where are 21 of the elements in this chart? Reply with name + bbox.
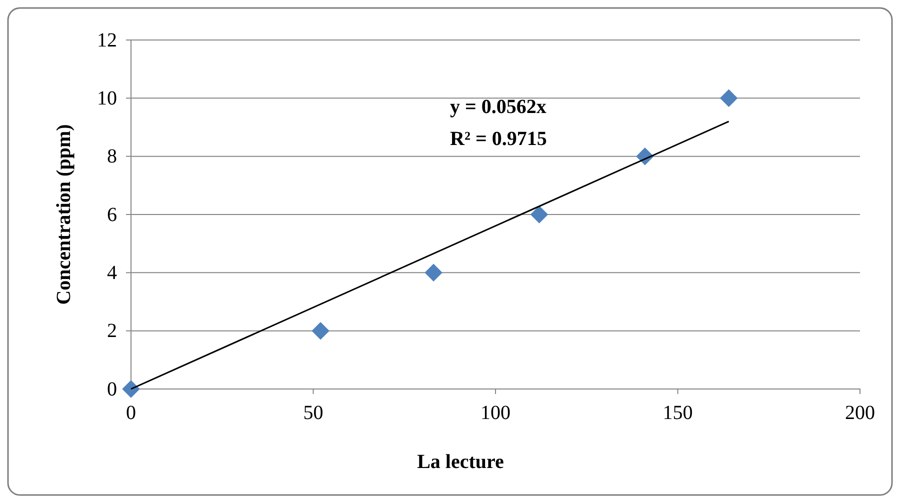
y-tick-label: 6 [107,204,117,226]
y-tick-label: 12 [97,29,117,52]
annotation: R² = 0.9715 [450,128,547,150]
x-tick-label: 150 [662,402,693,424]
x-tick-label: 0 [126,402,136,424]
point [122,380,140,398]
y-tick-label: 4 [107,262,117,284]
x-tick-label: 100 [480,402,510,424]
point [530,206,548,224]
point [312,322,330,340]
y-axis-title: Concentration (ppm) [53,124,75,305]
x-tick-label: 200 [845,402,875,424]
x-axis-title: La lecture [417,451,504,473]
y-tick-label: 0 [107,378,117,400]
y-tick-label: 2 [107,320,117,342]
point [720,89,738,108]
y-tick-label: 8 [107,146,117,168]
y-tick-label: 10 [97,88,117,110]
annotation: y = 0.0562x [450,96,546,118]
x-tick-label: 50 [303,402,324,424]
point [424,264,442,282]
